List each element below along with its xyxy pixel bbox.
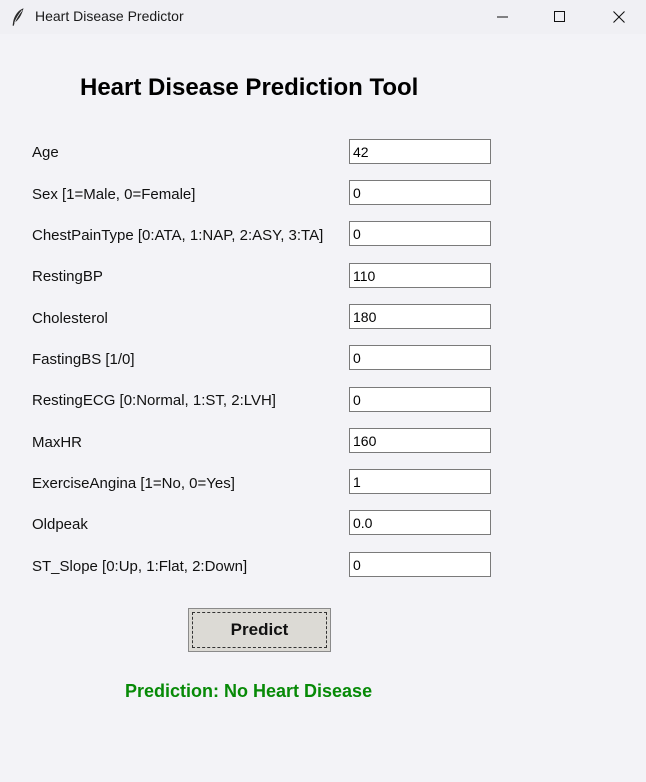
fasting-bs-input[interactable] — [349, 345, 491, 370]
chest-pain-type-input[interactable] — [349, 221, 491, 246]
oldpeak-input[interactable] — [349, 510, 491, 535]
minimize-button[interactable] — [480, 0, 526, 34]
focus-ring — [192, 612, 327, 648]
feather-icon — [11, 7, 25, 27]
sex-label: Sex [1=Male, 0=Female] — [32, 186, 196, 203]
form-panel: Heart Disease Prediction Tool Age Sex [1… — [0, 34, 646, 782]
resting-ecg-input[interactable] — [349, 387, 491, 412]
exercise-angina-label: ExerciseAngina [1=No, 0=Yes] — [32, 475, 235, 492]
title-bar[interactable]: Heart Disease Predictor — [0, 0, 646, 34]
age-label: Age — [32, 144, 59, 161]
cholesterol-input[interactable] — [349, 304, 491, 329]
window-title: Heart Disease Predictor — [35, 8, 184, 24]
predict-button[interactable]: Predict — [188, 608, 331, 652]
cholesterol-label: Cholesterol — [32, 310, 108, 327]
predict-button-label: Predict — [230, 620, 289, 639]
max-hr-label: MaxHR — [32, 434, 83, 451]
st-slope-label: ST_Slope [0:Up, 1:Flat, 2:Down] — [32, 558, 248, 575]
exercise-angina-input[interactable] — [349, 469, 491, 494]
fasting-bs-label: FastingBS [1/0] — [32, 351, 135, 368]
oldpeak-label: Oldpeak — [32, 516, 88, 533]
close-button[interactable] — [596, 0, 642, 34]
chest-pain-type-label: ChestPainType [0:ATA, 1:NAP, 2:ASY, 3:TA… — [32, 227, 324, 244]
resting-bp-label: RestingBP — [32, 268, 103, 285]
age-input[interactable] — [349, 139, 491, 164]
resting-bp-input[interactable] — [349, 263, 491, 288]
maximize-icon — [554, 11, 565, 22]
close-icon — [613, 11, 625, 23]
sex-input[interactable] — [349, 180, 491, 205]
maximize-button[interactable] — [537, 0, 583, 34]
max-hr-input[interactable] — [349, 428, 491, 453]
resting-ecg-label: RestingECG [0:Normal, 1:ST, 2:LVH] — [32, 392, 276, 409]
minimize-icon — [497, 16, 508, 18]
st-slope-input[interactable] — [349, 552, 491, 577]
prediction-result: Prediction: No Heart Disease — [125, 681, 373, 701]
page-title: Heart Disease Prediction Tool — [80, 74, 419, 101]
